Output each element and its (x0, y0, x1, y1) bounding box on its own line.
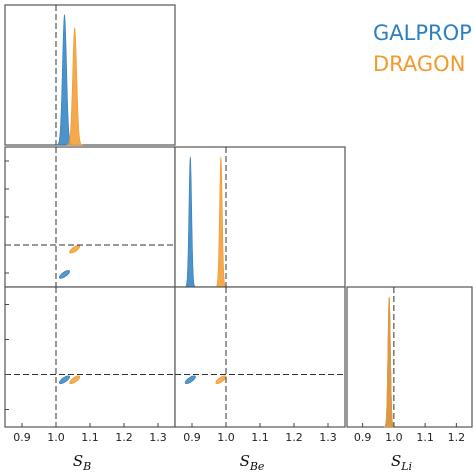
posterior-2d-dragon (69, 375, 81, 385)
panel-frame (174, 146, 346, 288)
x-tick-label: 1.0 (385, 431, 403, 444)
posterior-1d-dragon (384, 296, 395, 428)
posterior-2d-dragon (215, 375, 227, 385)
x-tick-label: 0.9 (354, 431, 372, 444)
panel-frame (346, 286, 473, 428)
x-tick-label: 1.0 (217, 431, 235, 444)
x-tick-label: 1.3 (319, 431, 337, 444)
x-tick-label: 1.1 (416, 431, 434, 444)
panels-layer (4, 4, 473, 428)
panel-S_Li-vs-S_B (4, 286, 176, 428)
x-tick-label: 1.3 (149, 431, 167, 444)
panel-S_Be-vs-S_B (4, 146, 176, 288)
posterior-2d-galprop (59, 270, 70, 279)
x-tick-label: 0.9 (13, 431, 31, 444)
posterior-2d-galprop (59, 375, 70, 385)
x-tick-label: 1.2 (448, 431, 466, 444)
x-axis-label-S_Be: SBe (240, 452, 265, 473)
x-tick-label: 1.2 (115, 431, 133, 444)
x-tick-label: 1.2 (285, 431, 303, 444)
x-tick-label: 1.1 (81, 431, 99, 444)
panel-frame (4, 146, 176, 288)
legend-entry-dragon: DRAGON (373, 52, 465, 76)
panel-S_B-vs-S_B (4, 4, 176, 146)
panel-S_Li-vs-S_Li (346, 286, 473, 428)
x-tick-label: 0.9 (183, 431, 201, 444)
x-axis-label-S_Li: SLi (391, 452, 412, 473)
posterior-2d-dragon (69, 244, 81, 254)
legend: GALPROP DRAGON (373, 21, 472, 76)
posterior-1d-dragon (215, 156, 227, 288)
posterior-1d-dragon (66, 27, 83, 146)
posterior-1d-galprop (184, 156, 196, 288)
panel-frame (174, 286, 346, 428)
panel-frame (4, 4, 176, 146)
posterior-2d-galprop (184, 375, 196, 385)
panel-S_Li-vs-S_Be (174, 286, 346, 428)
panel-S_Be-vs-S_Be (174, 146, 346, 288)
labels-layer: 0.9 1.0 1.1 1.2 1.3 SB 0.9 1.0 1.1 1.2 1.3 SBe 0.9 1.… (13, 431, 465, 473)
x-tick-label: 1.1 (251, 431, 269, 444)
x-axis-label-S_B: SB (73, 452, 91, 473)
legend-entry-galprop: GALPROP (373, 21, 472, 45)
x-tick-label: 1.0 (47, 431, 65, 444)
panel-frame (4, 286, 176, 428)
